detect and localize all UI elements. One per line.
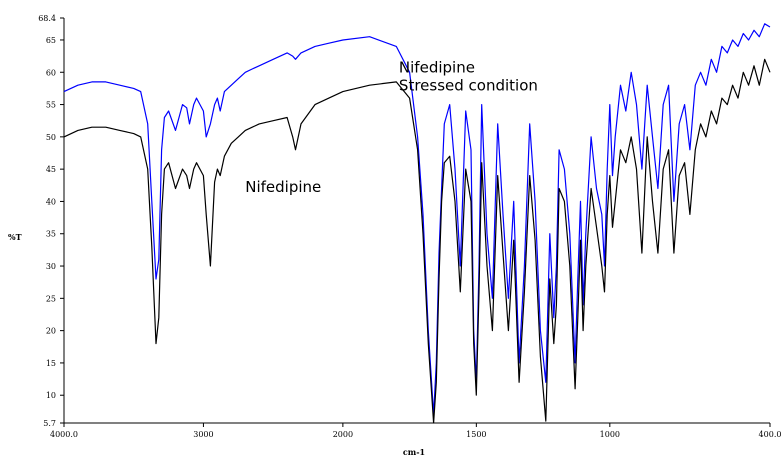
y-tick-label: 50 xyxy=(46,133,56,142)
series-layer xyxy=(63,23,771,424)
x-tick-label: 1000 xyxy=(600,430,620,439)
y-tick-label: 55 xyxy=(46,101,56,110)
y-axis-ticks: 5.7 10 15 20 25 30 35 40 45 50 55 60 65 68.4 xyxy=(38,14,64,428)
x-tick-label: 1500 xyxy=(466,430,486,439)
y-tick-label: 60 xyxy=(46,68,56,77)
y-tick-label: 5.7 xyxy=(43,419,56,428)
y-tick-label: 10 xyxy=(46,391,56,400)
x-tick-label: 4000.0 xyxy=(50,430,78,439)
x-axis-label: cm-1 xyxy=(403,447,425,457)
x-tick-label: 400.0 xyxy=(759,430,781,439)
annotation-text: Nifedipine xyxy=(399,58,475,76)
annotation-text: Stressed condition xyxy=(399,76,538,94)
y-axis-label: %T xyxy=(8,232,22,242)
y-tick-label: 20 xyxy=(46,327,56,336)
y-tick-label: 68.4 xyxy=(38,14,56,23)
y-tick-label: 40 xyxy=(46,197,56,206)
y-tick-label: 25 xyxy=(46,294,56,303)
y-tick-label: 30 xyxy=(46,262,56,271)
y-tick-label: 65 xyxy=(46,36,56,45)
y-tick-label: 45 xyxy=(46,165,56,174)
y-tick-label: 15 xyxy=(46,359,56,368)
x-tick-label: 3000 xyxy=(193,430,213,439)
series-line-0 xyxy=(63,23,771,416)
series-line-1 xyxy=(63,58,771,424)
x-tick-label: 2000 xyxy=(333,430,353,439)
y-tick-label: 35 xyxy=(46,230,56,239)
annotation-text: Nifedipine xyxy=(245,178,321,196)
x-axis-ticks: 4000.0 3000 2000 1500 1000 400.0 xyxy=(50,423,781,439)
